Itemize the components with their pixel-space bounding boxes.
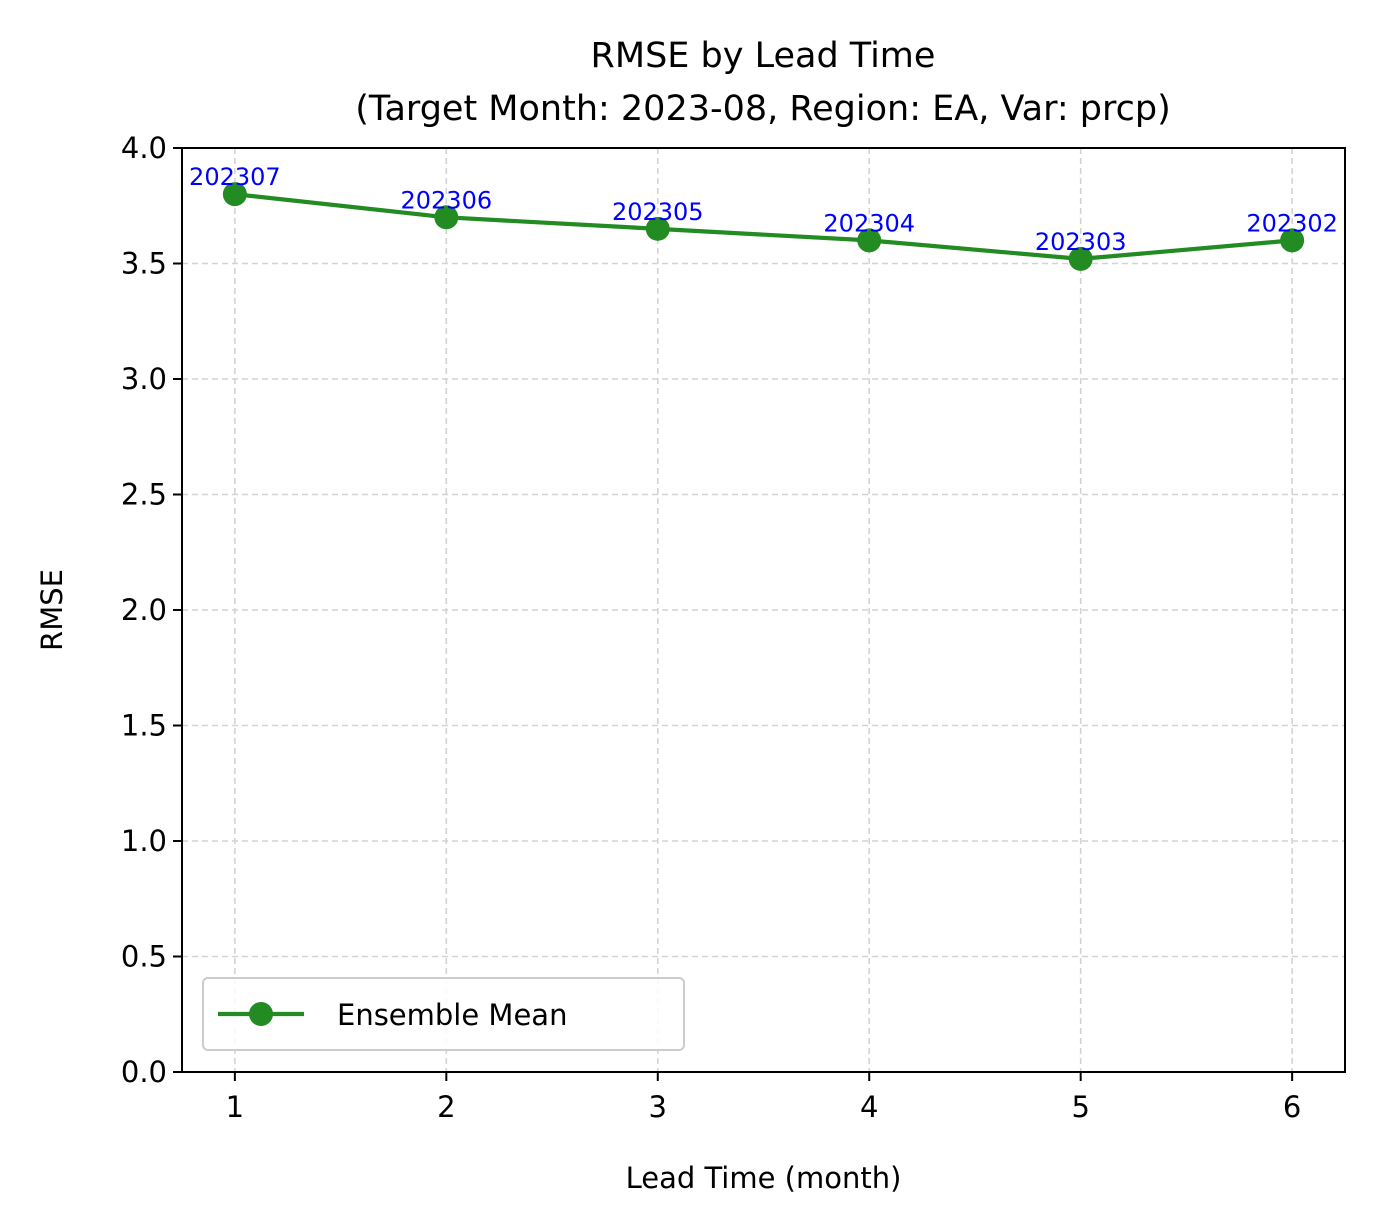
data-point	[434, 205, 459, 230]
data-point-label: 202304	[823, 209, 915, 237]
y-tick-label: 0.5	[121, 940, 167, 974]
x-tick-label: 3	[649, 1090, 667, 1124]
data-point-label: 202305	[612, 198, 704, 226]
series-line	[234, 192, 1293, 261]
x-tick-label: 6	[1283, 1090, 1301, 1124]
y-tick-label: 2.0	[121, 593, 167, 627]
data-point	[645, 216, 670, 241]
x-tick-label: 1	[226, 1090, 244, 1124]
data-point-label: 202302	[1246, 209, 1338, 237]
data-point-label: 202303	[1035, 228, 1127, 256]
x-axis-label: Lead Time (month)	[626, 1161, 902, 1195]
legend-box	[202, 977, 685, 1051]
legend: Ensemble Mean	[202, 977, 685, 1051]
y-tick-label: 1.0	[121, 824, 167, 858]
y-tick-label: 2.5	[121, 478, 167, 512]
y-tick-label: 3.0	[121, 362, 167, 396]
legend-marker-swatch	[249, 1002, 273, 1026]
x-tick-label: 5	[1071, 1090, 1089, 1124]
axis-ticks: 1 2 3 4 5 6 0.0 0.5 1.0 1.5 2.0 2.5 3.0 3.5 4.0	[121, 131, 1301, 1124]
data-point	[1280, 228, 1305, 253]
y-tick-label: 1.5	[121, 709, 167, 743]
data-point	[222, 182, 247, 207]
y-tick-label: 0.0	[121, 1055, 167, 1089]
legend-entry-label: Ensemble Mean	[337, 998, 567, 1032]
y-tick-label: 3.5	[121, 247, 167, 281]
grid	[182, 147, 1345, 1073]
series-layer: 202307 202306 202305 202304 202303 202302	[189, 163, 1338, 271]
y-tick-label: 4.0	[121, 131, 167, 165]
x-tick-label: 4	[860, 1090, 878, 1124]
chart-subtitle: (Target Month: 2023-08, Region: EA, Var:…	[355, 89, 1171, 129]
data-point	[857, 228, 882, 253]
y-axis-label: RMSE	[35, 569, 69, 651]
x-tick-label: 2	[437, 1090, 455, 1124]
data-point-label: 202306	[401, 186, 493, 214]
chart-title: RMSE by Lead Time	[591, 36, 936, 76]
data-point	[1068, 246, 1093, 271]
data-point-label: 202307	[189, 163, 281, 191]
